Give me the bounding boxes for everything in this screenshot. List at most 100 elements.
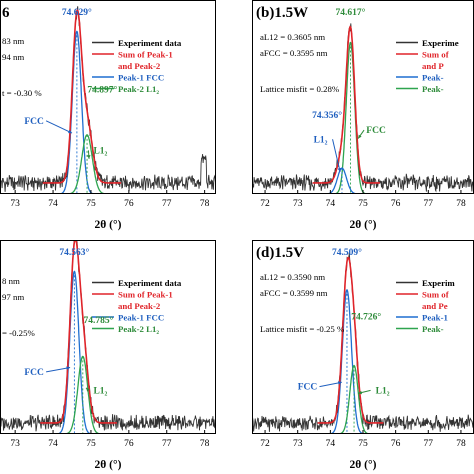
x-tick-label: 75 — [358, 439, 368, 449]
panel-label: 6 — [2, 5, 10, 21]
legend-entry: Sum of — [422, 290, 450, 300]
legend-entry: and P — [422, 61, 444, 71]
x-tick-label: 74 — [326, 439, 336, 449]
info-line: aFCC = 0.3599 nm — [260, 288, 328, 298]
x-tick-label: 76 — [124, 199, 134, 209]
peak-position-label: 74.356° — [312, 110, 342, 121]
panel-label: (b)1.5W — [256, 5, 308, 21]
phase-label: L1₂ — [376, 386, 390, 396]
panel-2: 72 73 74 75 76 77 78 2θ (°) (b)1.5W aL12 = 0.3605… — [252, 0, 474, 231]
legend-entry: Peak-1 FCC — [118, 73, 164, 83]
legend-entry: Peak-1 — [422, 313, 448, 323]
phase-label: FCC — [298, 383, 318, 393]
legend-entry: Peak- — [422, 324, 444, 334]
plot-area — [0, 6, 216, 194]
info-line: aFCC = 0.3595 nm — [260, 48, 328, 58]
phase-label: FCC — [24, 368, 44, 378]
phase-arrow-head — [68, 129, 72, 134]
x-tick-label: 74 — [48, 439, 58, 449]
peak-position-label: 74.629° — [62, 7, 92, 18]
legend-entry: Experime — [422, 38, 459, 48]
info-line: 8 nm — [2, 276, 20, 286]
sum-curve — [312, 25, 380, 184]
phase-arrow-head — [358, 390, 363, 395]
x-tick-label: 73 — [10, 439, 20, 449]
x-tick-label: 78 — [456, 439, 466, 449]
x-tick-label: 72 — [260, 439, 270, 449]
phase-arrow-head — [358, 134, 362, 139]
phase-arrow-head — [87, 155, 91, 159]
experiment-data-line — [252, 23, 474, 193]
x-tick-label: 76 — [124, 439, 134, 449]
legend-entry: Peak- — [422, 73, 444, 83]
legend-entry: Sum of Peak-1 — [118, 50, 173, 60]
peak-position-label: 74.617° — [336, 7, 366, 18]
legend-entry: and Pe — [422, 301, 448, 311]
phase-label: FCC — [366, 126, 386, 136]
legend-entry: Sum of Peak-1 — [118, 290, 173, 300]
x-tick-label: 73 — [293, 199, 303, 209]
phase-label: L1₂ — [93, 146, 107, 156]
x-tick-label: 75 — [358, 199, 368, 209]
x-tick-label: 75 — [86, 199, 96, 209]
legend-entry: Experiment data — [118, 278, 182, 288]
x-tick-label: 76 — [391, 199, 401, 209]
phase-label: L1₂ — [314, 135, 328, 145]
info-line: t = -0.30 % — [2, 88, 42, 98]
legend-entry: Sum of — [422, 50, 450, 60]
x-tick-label: 77 — [424, 199, 434, 209]
peak-position-label: 74.785° — [84, 315, 114, 326]
panel-label: (d)1.5V — [256, 245, 304, 261]
x-axis-label: 2θ (°) — [350, 219, 377, 231]
x-tick-label: 77 — [424, 439, 434, 449]
x-tick-label: 74 — [48, 199, 58, 209]
phase-arrow-head — [66, 366, 71, 370]
panel-1: 73 74 75 76 77 78 2θ (°) 6 83 nm 94 nm t = -0.30 %… — [0, 0, 216, 231]
info-line: aL12 = 0.3590 nm — [260, 272, 325, 282]
info-line: aL12 = 0.3605 nm — [260, 32, 325, 42]
sum-curve — [40, 240, 117, 424]
peak-position-label: 74.897° — [87, 84, 117, 95]
sum-curve — [42, 8, 122, 184]
x-tick-label: 76 — [391, 439, 401, 449]
x-tick-label: 78 — [456, 199, 466, 209]
phase-arrow — [319, 381, 342, 388]
x-tick-label: 73 — [293, 439, 303, 449]
x-axis-label: 2θ (°) — [350, 459, 377, 471]
phase-arrow — [46, 366, 71, 373]
x-axis-label: 2θ (°) — [95, 219, 122, 231]
x-axis-label: 2θ (°) — [95, 459, 122, 471]
x-tick-label: 77 — [162, 199, 172, 209]
x-tick-label: 78 — [200, 439, 210, 449]
info-line: 83 nm — [2, 36, 24, 46]
peak-position-label: 74.509° — [332, 247, 362, 258]
phase-label: FCC — [24, 117, 44, 127]
phase-arrow-head — [86, 387, 90, 392]
axes-frame — [0, 0, 216, 194]
legend-entry: Experim — [422, 278, 455, 288]
x-tick-label: 77 — [162, 439, 172, 449]
x-tick-label: 73 — [10, 199, 20, 209]
peak-position-label: 74.563° — [59, 247, 89, 258]
sum-curve — [317, 256, 384, 424]
legend-entry: and Peak-2 — [118, 301, 161, 311]
axes-frame — [252, 0, 474, 194]
info-line: 97 nm — [2, 292, 24, 302]
info-line: 94 nm — [2, 52, 24, 62]
phase-arrow — [332, 139, 341, 172]
experiment-data-line — [0, 6, 216, 192]
experiment-data-line — [252, 252, 474, 432]
panel-4: 72 73 74 75 76 77 78 2θ (°) (d)1.5V aL12 = 0.3590… — [252, 240, 474, 471]
x-tick-label: 72 — [260, 199, 270, 209]
legend-entry: Peak-2 L1₂ — [118, 324, 159, 334]
x-tick-label: 78 — [200, 199, 210, 209]
legend-entry: Peak-2 L1₂ — [118, 84, 159, 94]
axes-frame — [252, 240, 474, 434]
legend-entry: Peak- — [422, 84, 444, 94]
info-line: Lattice misfit = 0.28% — [260, 84, 340, 94]
axes-frame — [0, 240, 216, 434]
legend-entry: Experiment data — [118, 38, 182, 48]
phase-arrow-head — [337, 381, 342, 385]
phase-label: L1₂ — [93, 386, 107, 396]
experiment-data-line — [0, 240, 216, 432]
